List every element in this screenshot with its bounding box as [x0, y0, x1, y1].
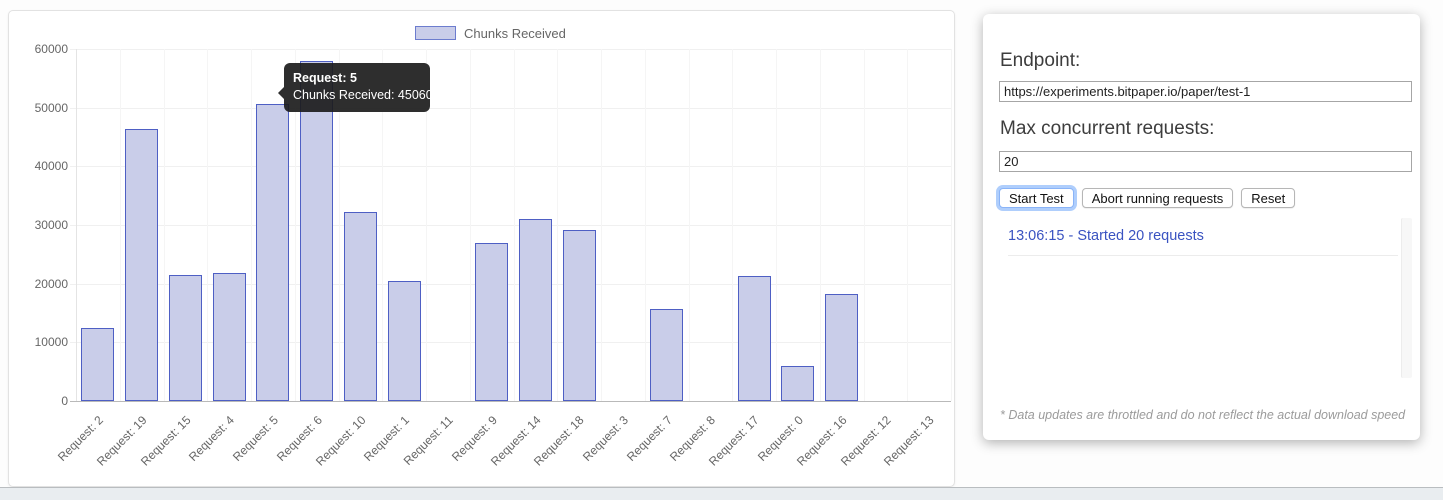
log-scrollbar[interactable] — [1401, 218, 1412, 378]
start-test-button[interactable]: Start Test — [999, 188, 1074, 208]
chart-bar — [650, 308, 684, 401]
throttle-footnote: * Data updates are throttled and do not … — [1000, 408, 1406, 422]
gridline — [70, 49, 951, 50]
gridline — [70, 166, 951, 168]
gridline — [513, 49, 515, 401]
legend-swatch — [415, 26, 456, 40]
chart-bar — [125, 128, 159, 401]
y-axis-tick-label: 40000 — [34, 159, 68, 174]
endpoint-input[interactable] — [999, 81, 1412, 102]
chart-bar — [825, 293, 859, 401]
max-requests-label: Max concurrent requests: — [1000, 118, 1215, 139]
chart-bar — [212, 272, 246, 401]
chart-bar — [562, 230, 596, 401]
gridline — [819, 49, 821, 401]
y-axis-tick-label: 50000 — [34, 100, 68, 115]
gridline — [863, 49, 865, 401]
y-axis-tick-label: 0 — [61, 394, 68, 408]
abort-requests-button[interactable]: Abort running requests — [1081, 188, 1234, 208]
chart-bar — [737, 276, 771, 401]
gridline — [776, 49, 777, 401]
gridline — [426, 49, 427, 401]
chart-bar — [256, 103, 290, 401]
gridline — [951, 49, 952, 401]
gridline — [70, 283, 951, 285]
max-requests-input[interactable] — [999, 151, 1412, 172]
x-axis-tick-label: Request: 3 — [579, 413, 631, 464]
gridline — [294, 49, 296, 401]
y-axis-tick-label: 10000 — [34, 335, 68, 350]
legend-label: Chunks Received — [464, 25, 566, 41]
gridline — [207, 49, 209, 401]
chart-bar — [300, 61, 334, 401]
y-axis-tick-label: 60000 — [34, 42, 68, 56]
gridline — [76, 49, 77, 401]
x-axis-tick-label: Request: 7 — [623, 413, 675, 464]
gridline — [601, 49, 602, 401]
button-row: Start Test Abort running requests Reset — [999, 188, 1296, 208]
x-axis-tick-label: Request: 5 — [229, 413, 281, 464]
gridline — [382, 49, 384, 401]
chart-bar — [475, 243, 509, 401]
gridline — [70, 342, 951, 344]
gridline — [469, 49, 471, 401]
gridline — [70, 107, 951, 109]
y-axis-tick-label: 20000 — [34, 276, 68, 291]
tooltip-caret-icon — [278, 87, 284, 99]
x-axis-tick-label: Request: 4 — [186, 413, 238, 464]
gridline — [70, 225, 951, 226]
chart-bar — [781, 366, 815, 401]
y-axis-tick-label: 30000 — [34, 218, 68, 232]
chart-legend[interactable]: Chunks Received — [415, 25, 566, 41]
chart-tooltip: Request: 5 Chunks Received: 45060 — [278, 63, 433, 112]
gridline — [644, 49, 646, 401]
control-panel: Endpoint: Max concurrent requests: Start… — [983, 14, 1420, 440]
gridline — [338, 49, 340, 401]
gridline — [732, 49, 734, 401]
endpoint-label: Endpoint: — [1000, 50, 1081, 71]
gridline — [688, 49, 690, 401]
reset-button[interactable]: Reset — [1241, 188, 1296, 208]
chart-bar — [343, 212, 377, 401]
log-entries: 13:06:15 - Started 20 requests — [991, 218, 1412, 256]
chart-bar — [81, 327, 115, 401]
gridline — [163, 49, 165, 401]
bottom-strip — [0, 487, 1443, 500]
gridline — [119, 49, 121, 401]
chart-bar — [518, 219, 552, 401]
chart-bar — [168, 275, 202, 401]
log-area[interactable]: 13:06:15 - Started 20 requests — [991, 218, 1412, 378]
chart-card: Chunks Received Request: 5 Chunks Receiv… — [8, 10, 955, 487]
log-entry: 13:06:15 - Started 20 requests — [1008, 218, 1398, 256]
tooltip-title: Request: 5 — [293, 71, 357, 85]
gridline — [70, 401, 951, 402]
chart-bar — [387, 280, 421, 401]
gridline — [907, 49, 909, 401]
gridline — [557, 49, 559, 401]
gridline — [251, 49, 252, 401]
tooltip-value: Chunks Received: 45060 — [293, 88, 433, 102]
